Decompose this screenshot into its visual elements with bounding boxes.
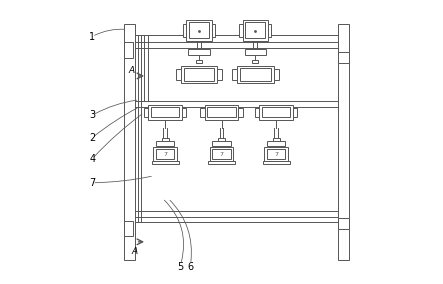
Text: 7: 7 [163, 152, 167, 156]
Text: 5: 5 [178, 262, 184, 272]
Bar [255, 108, 260, 117]
Bar [338, 24, 349, 260]
Bar [153, 147, 177, 161]
Bar [338, 218, 349, 229]
Bar [262, 107, 291, 117]
Bar [263, 161, 290, 164]
Bar [212, 149, 231, 159]
Text: 1: 1 [89, 32, 95, 41]
Bar [212, 24, 215, 37]
Bar [183, 68, 214, 81]
Bar [124, 221, 133, 236]
Bar [210, 147, 233, 161]
Bar [162, 138, 169, 141]
Bar [189, 22, 209, 38]
Bar [200, 108, 205, 117]
Bar [264, 147, 288, 161]
Bar [239, 24, 243, 37]
Bar [267, 141, 285, 146]
Text: 4: 4 [89, 154, 95, 164]
Bar [148, 105, 182, 120]
Text: A: A [128, 66, 134, 74]
Bar [187, 20, 212, 41]
Bar [232, 69, 237, 80]
Text: 7: 7 [89, 178, 95, 188]
Bar [268, 24, 271, 37]
Bar [240, 68, 271, 81]
Bar [156, 141, 175, 146]
Bar [243, 20, 268, 41]
Bar [273, 138, 280, 141]
Text: 6: 6 [187, 262, 194, 272]
Bar [181, 66, 217, 83]
Bar [218, 138, 225, 141]
Bar [207, 107, 236, 117]
Bar [238, 108, 243, 117]
Bar [208, 161, 235, 164]
Bar [152, 161, 179, 164]
Bar [182, 108, 187, 117]
Text: 2: 2 [89, 133, 95, 143]
Bar [151, 107, 179, 117]
Text: A: A [131, 247, 137, 256]
Bar [338, 52, 349, 63]
Text: 7: 7 [274, 152, 278, 156]
Bar [253, 60, 258, 63]
Bar [176, 69, 181, 80]
Bar [124, 42, 133, 58]
Bar [245, 49, 266, 55]
Bar [273, 69, 279, 80]
Bar [205, 105, 238, 120]
Bar [124, 24, 135, 260]
Text: 7: 7 [219, 152, 224, 156]
Text: 3: 3 [89, 110, 95, 120]
Bar [188, 49, 210, 55]
Bar [212, 141, 231, 146]
Bar [144, 108, 148, 117]
Bar [293, 108, 297, 117]
Bar [237, 66, 273, 83]
Bar [245, 22, 265, 38]
Bar [196, 60, 202, 63]
Bar [183, 24, 187, 37]
Bar [156, 149, 175, 159]
Bar [267, 149, 285, 159]
Bar [217, 69, 222, 80]
Bar [260, 105, 293, 120]
